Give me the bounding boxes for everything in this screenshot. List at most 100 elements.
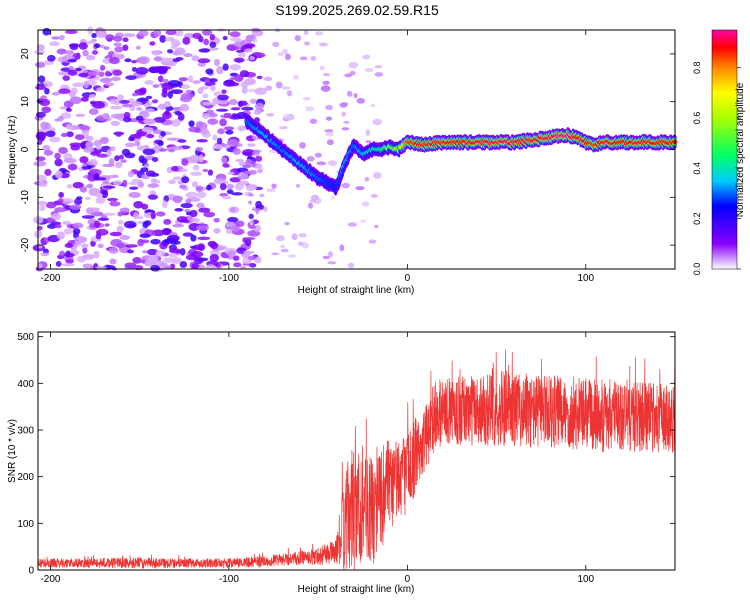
noise-cell — [348, 61, 359, 69]
noise-cell — [62, 75, 71, 81]
noise-cell — [34, 61, 46, 68]
noise-cell — [295, 183, 301, 188]
noise-cell — [190, 217, 200, 223]
noise-cell — [49, 136, 61, 143]
noise-cell — [166, 49, 174, 54]
noise-cell — [39, 205, 46, 212]
noise-cell — [101, 190, 109, 199]
noise-cell — [85, 141, 94, 149]
noise-cell — [215, 180, 229, 185]
noise-cell — [162, 87, 168, 93]
noise-cell — [198, 48, 211, 53]
noise-cell — [189, 209, 198, 218]
noise-cell — [222, 163, 230, 168]
noise-cell — [197, 236, 211, 241]
noise-cell — [81, 215, 95, 219]
noise-cell — [346, 90, 353, 97]
y-tick-label: 0 — [20, 146, 31, 152]
noise-cell — [92, 212, 104, 216]
noise-cell — [44, 168, 52, 176]
noise-cell — [84, 196, 91, 200]
noise-cell — [253, 109, 262, 116]
noise-cell — [137, 56, 150, 65]
noise-cell — [209, 84, 216, 92]
snr-y-label: SNR (10 * v/v) — [7, 419, 18, 483]
noise-cell — [327, 160, 338, 167]
noise-cell — [182, 36, 191, 45]
noise-cell — [44, 87, 50, 95]
noise-cell — [304, 41, 311, 46]
noise-cell — [145, 170, 156, 177]
noise-cell — [163, 265, 172, 270]
noise-cell — [82, 263, 93, 269]
noise-cell — [180, 219, 190, 223]
noise-cell — [213, 58, 221, 67]
noise-cell — [159, 148, 167, 152]
noise-cell — [37, 134, 45, 143]
noise-cell — [113, 42, 122, 47]
noise-cell — [325, 104, 334, 111]
noise-cell — [96, 87, 106, 92]
noise-cell — [103, 46, 110, 50]
noise-cell — [266, 113, 275, 117]
noise-cell — [141, 127, 154, 133]
noise-cell — [240, 265, 247, 269]
noise-cell — [191, 251, 204, 258]
noise-cell — [94, 43, 101, 49]
noise-cell — [278, 125, 288, 130]
noise-cell — [51, 212, 62, 221]
noise-cell — [43, 81, 53, 88]
noise-cell — [187, 75, 194, 83]
noise-cell — [216, 66, 224, 75]
noise-cell — [284, 221, 290, 226]
noise-cell — [150, 238, 161, 245]
noise-cell — [177, 139, 187, 143]
figure-title: S199.2025.269.02.59.R15 — [275, 2, 439, 18]
noise-cell — [254, 256, 262, 264]
noise-cell — [144, 220, 152, 226]
noise-cell — [82, 49, 89, 57]
noise-cell — [250, 161, 257, 168]
noise-cell — [189, 245, 197, 249]
noise-cell — [202, 168, 209, 173]
noise-cell — [45, 130, 56, 138]
noise-cell — [33, 49, 46, 55]
noise-cell — [101, 163, 115, 168]
spectrogram-y-label: Frequency (Hz) — [7, 116, 18, 185]
noise-cell — [343, 120, 350, 124]
noise-cell — [125, 75, 137, 81]
noise-cell — [188, 120, 195, 128]
noise-cell — [237, 100, 248, 106]
noise-cell — [43, 149, 54, 156]
noise-cell — [223, 145, 230, 149]
noise-cell — [99, 77, 112, 84]
noise-cell — [341, 111, 346, 117]
noise-cell — [139, 233, 151, 238]
noise-cell — [63, 252, 75, 258]
noise-cell — [232, 147, 242, 155]
noise-cell — [170, 39, 181, 48]
noise-cell — [227, 171, 235, 175]
noise-cell — [265, 85, 273, 91]
noise-cell — [207, 240, 217, 247]
noise-cell — [62, 201, 71, 205]
x-tick-label: 0 — [405, 574, 411, 585]
noise-cell — [206, 264, 216, 270]
noise-cell — [160, 131, 166, 137]
noise-cell — [254, 224, 261, 233]
noise-cell — [160, 262, 168, 267]
noise-cell — [132, 256, 142, 264]
noise-cell — [88, 108, 99, 115]
noise-cell — [195, 146, 204, 152]
noise-cell — [69, 96, 82, 105]
noise-cell — [110, 76, 121, 82]
noise-cell — [86, 183, 94, 189]
noise-cell — [196, 139, 208, 143]
noise-cell — [74, 134, 85, 141]
noise-cell — [275, 235, 285, 242]
noise-cell — [108, 158, 115, 166]
x-tick-label: -100 — [219, 574, 239, 585]
noise-cell — [306, 156, 315, 162]
noise-cell — [229, 31, 241, 38]
noise-cell — [153, 29, 162, 37]
